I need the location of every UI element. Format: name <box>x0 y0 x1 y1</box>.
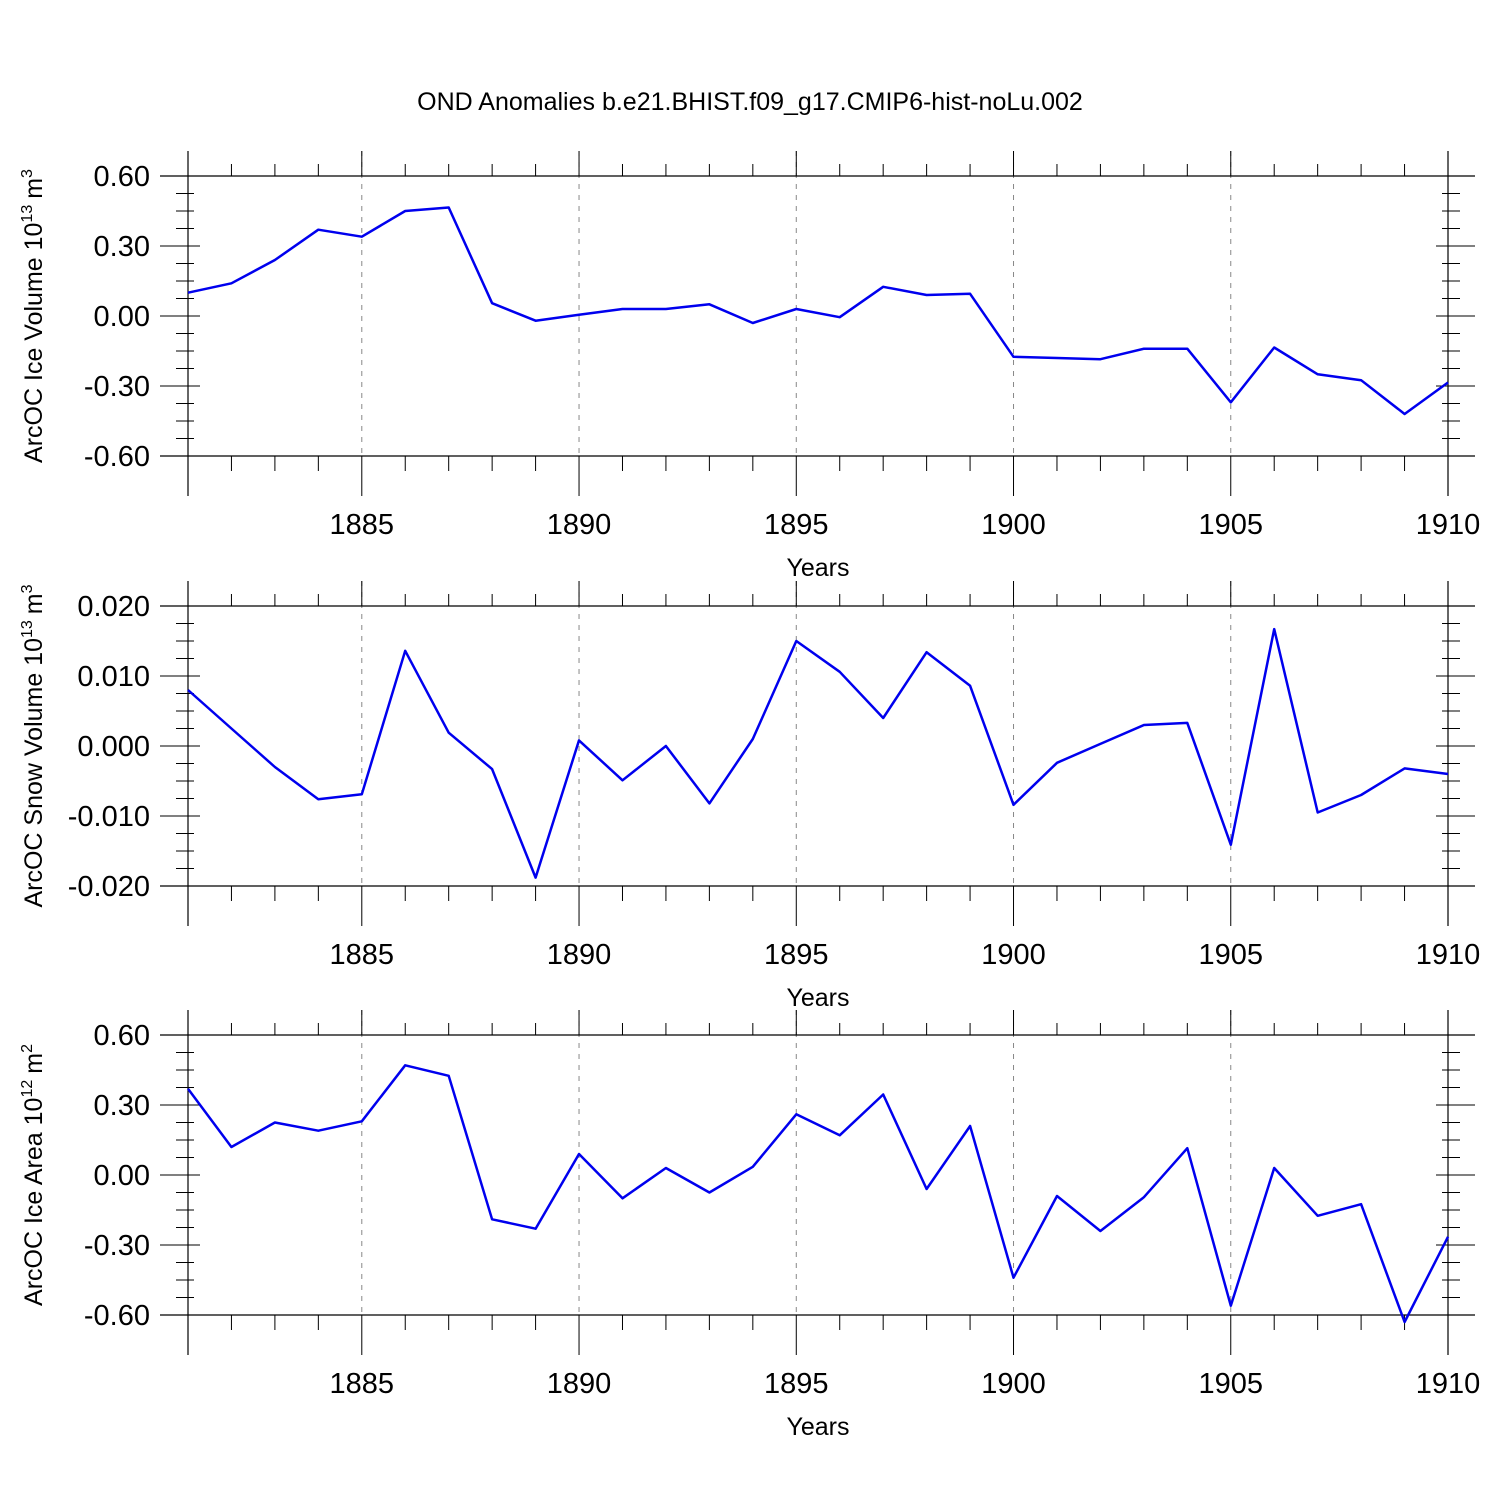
ice-volume-xtick-label: 1905 <box>1199 509 1264 541</box>
ice-volume-xtick-label: 1895 <box>764 509 829 541</box>
snow-volume-xtick-label: 1905 <box>1199 939 1264 971</box>
snow-volume-xtick-label: 1895 <box>764 939 829 971</box>
ice-volume-xlabel: Years <box>786 554 849 582</box>
panel-ice-volume: -0.60 -0.30 0.00 0.30 0.60 1885 1890 1895 1900 19… <box>19 151 1480 582</box>
snow-volume-ytick-label: 0.020 <box>77 591 150 623</box>
ice-volume-xtick-label: 1885 <box>330 509 395 541</box>
ice-volume-ytick-label: -0.30 <box>84 371 150 403</box>
ice-volume-xtick-label: 1910 <box>1416 509 1481 541</box>
snow-volume-xtick-label: 1900 <box>981 939 1046 971</box>
ice-volume-ytick-label: 0.30 <box>94 231 150 263</box>
ice-area-ytick-label: 0.00 <box>94 1160 150 1192</box>
snow-volume-ytick-label: -0.020 <box>68 871 150 903</box>
ice-area-series-line <box>186 1064 1450 1324</box>
ice-area-ytick-label: -0.30 <box>84 1230 150 1262</box>
ice-area-xtick-label: 1890 <box>547 1368 612 1400</box>
snow-volume-ytick-label: -0.010 <box>68 801 150 833</box>
ice-volume-xtick-label: 1890 <box>547 509 612 541</box>
chart-title: OND Anomalies b.e21.BHIST.f09_g17.CMIP6-… <box>417 88 1083 116</box>
ice-area-xtick-label: 1885 <box>330 1368 395 1400</box>
panel-snow-volume: -0.020 -0.010 0.000 0.010 0.020 1885 1890 1895 1… <box>19 581 1480 1012</box>
snow-volume-series-line <box>187 627 1449 879</box>
ice-volume-ytick-label: -0.60 <box>84 441 150 473</box>
ice-volume-ylabel: ArcOC Ice Volume 1013m3 <box>19 169 48 463</box>
ice-area-ytick-label: 0.30 <box>94 1090 150 1122</box>
snow-volume-ytick-label: 0.010 <box>77 661 150 693</box>
ice-volume-ytick-label: 0.60 <box>94 161 150 193</box>
ice-area-ylabel: ArcOC Ice Area 1012m2 <box>19 1044 48 1306</box>
snow-volume-xtick-label: 1890 <box>547 939 612 971</box>
ice-area-xtick-label: 1900 <box>981 1368 1046 1400</box>
ice-area-xtick-label: 1895 <box>764 1368 829 1400</box>
ice-volume-series-line <box>187 206 1449 416</box>
ice-area-ytick-label: -0.60 <box>84 1300 150 1332</box>
snow-volume-xlabel: Years <box>786 984 849 1012</box>
ice-area-xtick-label: 1910 <box>1416 1368 1481 1400</box>
ice-volume-ytick-label: 0.00 <box>94 301 150 333</box>
ice-area-xtick-label: 1905 <box>1199 1368 1264 1400</box>
snow-volume-ytick-label: 0.000 <box>77 731 150 763</box>
panel-ice-area: -0.60 -0.30 0.00 0.30 0.60 1885 1890 1895 1900 19… <box>19 1010 1480 1441</box>
snow-volume-xtick-label: 1910 <box>1416 939 1481 971</box>
snow-volume-ylabel: ArcOC Snow Volume 1013m3 <box>19 584 48 907</box>
ice-volume-xtick-label: 1900 <box>981 509 1046 541</box>
ice-area-ytick-label: 0.60 <box>94 1020 150 1052</box>
snow-volume-xtick-label: 1885 <box>330 939 395 971</box>
ice-area-xlabel: Years <box>786 1413 849 1441</box>
